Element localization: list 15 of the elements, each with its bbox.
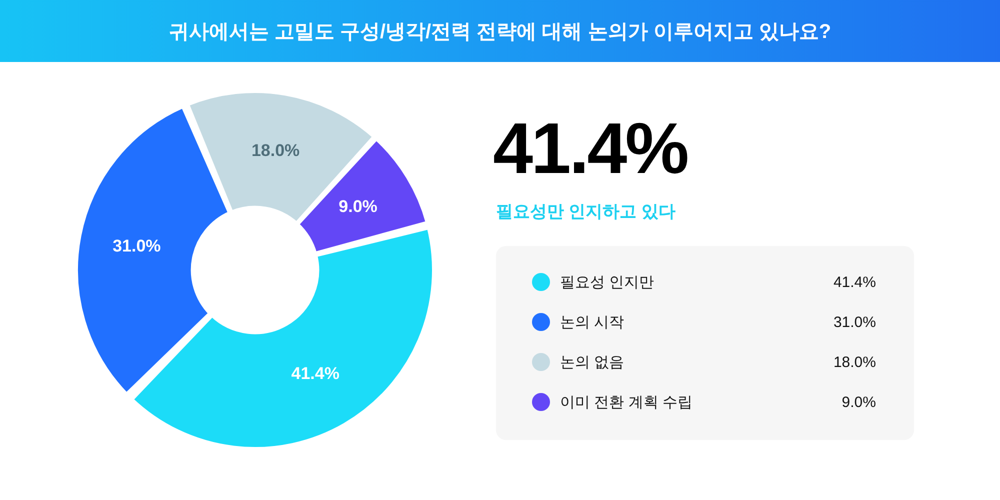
text: 31.0% <box>833 314 876 330</box>
legend-label: 논의 시작 <box>560 312 626 332</box>
chart-title: 귀사에서는 고밀도 구성/냉각/전력 전략에 대해 논의가 이루어지고 있나요? <box>0 0 1000 62</box>
legend-label: 논의 없음 <box>560 352 626 372</box>
text: 41.4% <box>493 108 688 190</box>
text: 9.0% <box>842 394 876 410</box>
legend-label: 필요성 인지만 <box>560 272 656 292</box>
text: 41.4% <box>833 274 876 290</box>
text: 18.0% <box>833 354 876 370</box>
data-label: 41.4% <box>291 364 340 384</box>
data-label: 31.0% <box>112 236 161 256</box>
data-label: 18.0% <box>251 140 300 160</box>
legend-label: 이미 전환 계획 수립 <box>560 392 694 412</box>
text: 필요성만 인지하고 있다 <box>496 201 676 223</box>
data-label: 9.0% <box>338 197 378 216</box>
